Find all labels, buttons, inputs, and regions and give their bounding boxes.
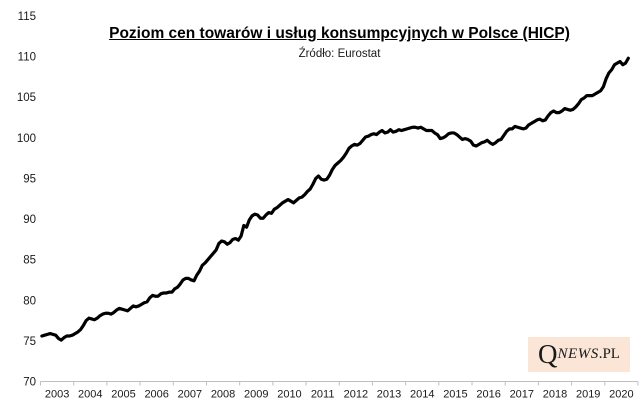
y-axis-label: 110 bbox=[18, 52, 36, 64]
x-axis-label: 2006 bbox=[144, 389, 168, 401]
qnews-logo: Q NEWS .PL bbox=[528, 337, 630, 372]
x-axis-label: 2009 bbox=[244, 389, 268, 401]
x-axis-label: 2020 bbox=[609, 389, 633, 401]
x-axis-label: 2007 bbox=[178, 389, 202, 401]
y-axis-label: 80 bbox=[23, 295, 36, 307]
y-axis-label: 95 bbox=[23, 173, 36, 185]
y-axis-label: 105 bbox=[17, 92, 36, 104]
y-axis-label: 75 bbox=[23, 336, 36, 348]
chart-title: Poziom cen towarów i usług konsumpcyjnyc… bbox=[109, 25, 570, 42]
x-axis-label: 2015 bbox=[443, 389, 467, 401]
x-axis-label: 2010 bbox=[277, 389, 301, 401]
hicp-series-line bbox=[40, 56, 630, 342]
x-axis-label: 2008 bbox=[211, 389, 235, 401]
x-axis-label: 2003 bbox=[45, 389, 69, 401]
x-axis-label: 2011 bbox=[311, 389, 335, 401]
chart-subtitle: Źródło: Eurostat bbox=[298, 48, 381, 60]
y-axis-label: 70 bbox=[23, 377, 36, 389]
x-axis-label: 2017 bbox=[510, 389, 534, 401]
y-axis-label: 115 bbox=[18, 11, 36, 23]
x-axis-label: 2018 bbox=[543, 389, 567, 401]
x-axis-label: 2012 bbox=[344, 389, 368, 401]
x-axis-label: 2016 bbox=[476, 389, 500, 401]
y-axis-label: 85 bbox=[23, 255, 36, 267]
y-axis-label: 90 bbox=[23, 214, 36, 226]
qnews-logo-q: Q bbox=[538, 339, 558, 369]
x-axis-label: 2004 bbox=[78, 389, 102, 401]
x-axis-label: 2014 bbox=[410, 389, 434, 401]
qnews-logo-pl: .PL bbox=[598, 346, 620, 362]
y-axis-label: 100 bbox=[17, 133, 36, 145]
x-axis-label: 2013 bbox=[377, 389, 401, 401]
x-axis-label: 2005 bbox=[111, 389, 135, 401]
x-axis-label: 2019 bbox=[576, 389, 600, 401]
qnews-logo-news: NEWS bbox=[557, 346, 599, 362]
